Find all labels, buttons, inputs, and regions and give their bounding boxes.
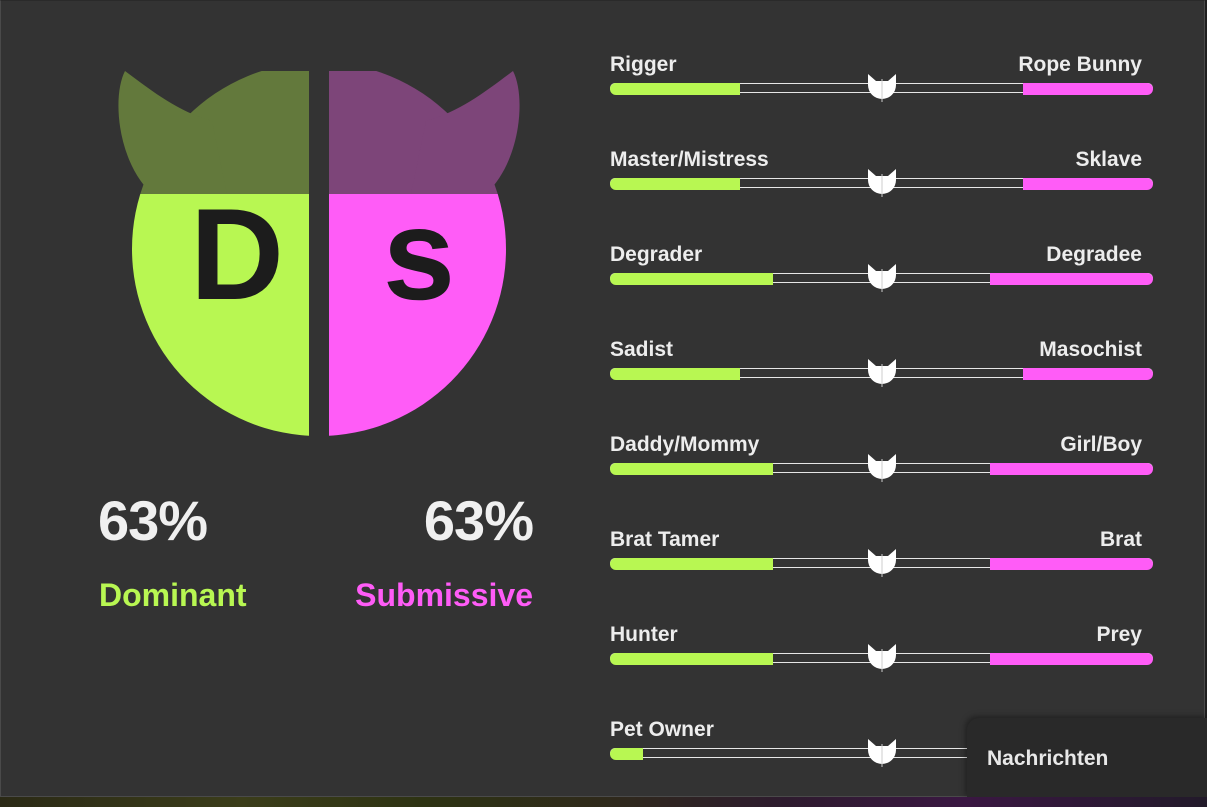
trait-right-label: Sklave xyxy=(1075,148,1142,171)
devil-knob-icon[interactable] xyxy=(865,356,899,390)
trait-dominant-fill xyxy=(610,463,773,475)
devil-knob-icon[interactable] xyxy=(865,451,899,485)
submissive-percent: 63% xyxy=(423,489,534,552)
trait-right-label: Rope Bunny xyxy=(1018,53,1142,76)
trait-row: Degrader Degradee xyxy=(610,244,1153,304)
trait-left-label: Master/Mistress xyxy=(610,148,769,171)
trait-left-label: Brat Tamer xyxy=(610,528,720,551)
trait-submissive-fill xyxy=(1023,178,1153,190)
trait-dominant-fill xyxy=(610,178,740,190)
trait-row: Pet Owner xyxy=(610,719,1153,779)
trait-dominant-fill xyxy=(610,273,773,285)
dom-body-shape xyxy=(132,194,309,436)
trait-row: Hunter Prey xyxy=(610,624,1153,684)
trait-right-label: Brat xyxy=(1099,528,1142,551)
devil-knob-icon[interactable] xyxy=(865,736,899,770)
dominant-label: Dominant xyxy=(99,577,247,613)
trait-dominant-fill xyxy=(610,748,643,760)
trait-submissive-fill xyxy=(1023,368,1153,380)
trait-row: Daddy/Mommy Girl/Boy xyxy=(610,434,1153,494)
trait-dominant-fill xyxy=(610,368,740,380)
trait-dominant-fill xyxy=(610,653,773,665)
trait-submissive-fill xyxy=(990,463,1153,475)
trait-right-label: Girl/Boy xyxy=(1060,433,1142,456)
trait-right-label: Masochist xyxy=(1039,338,1142,361)
trait-row: Rigger Rope Bunny xyxy=(610,54,1153,114)
devil-knob-icon[interactable] xyxy=(865,546,899,580)
trait-right-label: Prey xyxy=(1096,623,1142,646)
trait-dominant-fill xyxy=(610,83,740,95)
trait-left-label: Pet Owner xyxy=(610,718,714,741)
trait-left-label: Hunter xyxy=(610,623,678,646)
dom-horn xyxy=(118,71,227,194)
devil-knob-icon[interactable] xyxy=(865,71,899,105)
trait-submissive-fill xyxy=(990,653,1153,665)
trait-row: Master/Mistress Sklave xyxy=(610,149,1153,209)
background-strip xyxy=(0,797,1207,807)
sub-horn xyxy=(411,71,520,194)
logo-letter-s: s xyxy=(383,181,455,327)
trait-left-label: Sadist xyxy=(610,338,674,361)
devil-knob-icon[interactable] xyxy=(865,641,899,675)
logo-letter-d: D xyxy=(190,181,284,327)
ds-devil-logo: D s xyxy=(118,71,520,436)
trait-submissive-fill xyxy=(1023,83,1153,95)
devil-knob-icon[interactable] xyxy=(865,261,899,295)
trait-left-label: Degrader xyxy=(610,243,703,266)
submissive-label: Submissive xyxy=(355,577,533,613)
trait-submissive-fill xyxy=(990,273,1153,285)
trait-dominant-fill xyxy=(610,558,773,570)
trait-row: Brat Tamer Brat xyxy=(610,529,1153,589)
trait-left-label: Rigger xyxy=(610,53,677,76)
sub-body-shape xyxy=(329,194,506,436)
trait-submissive-fill xyxy=(990,558,1153,570)
messages-button[interactable]: Nachrichten xyxy=(967,718,1207,798)
trait-right-label: Degradee xyxy=(1046,243,1142,266)
devil-knob-icon[interactable] xyxy=(865,166,899,200)
trait-row: Sadist Masochist xyxy=(610,339,1153,399)
messages-label: Nachrichten xyxy=(987,747,1109,770)
dominant-percent: 63% xyxy=(98,489,208,552)
trait-left-label: Daddy/Mommy xyxy=(610,433,760,456)
